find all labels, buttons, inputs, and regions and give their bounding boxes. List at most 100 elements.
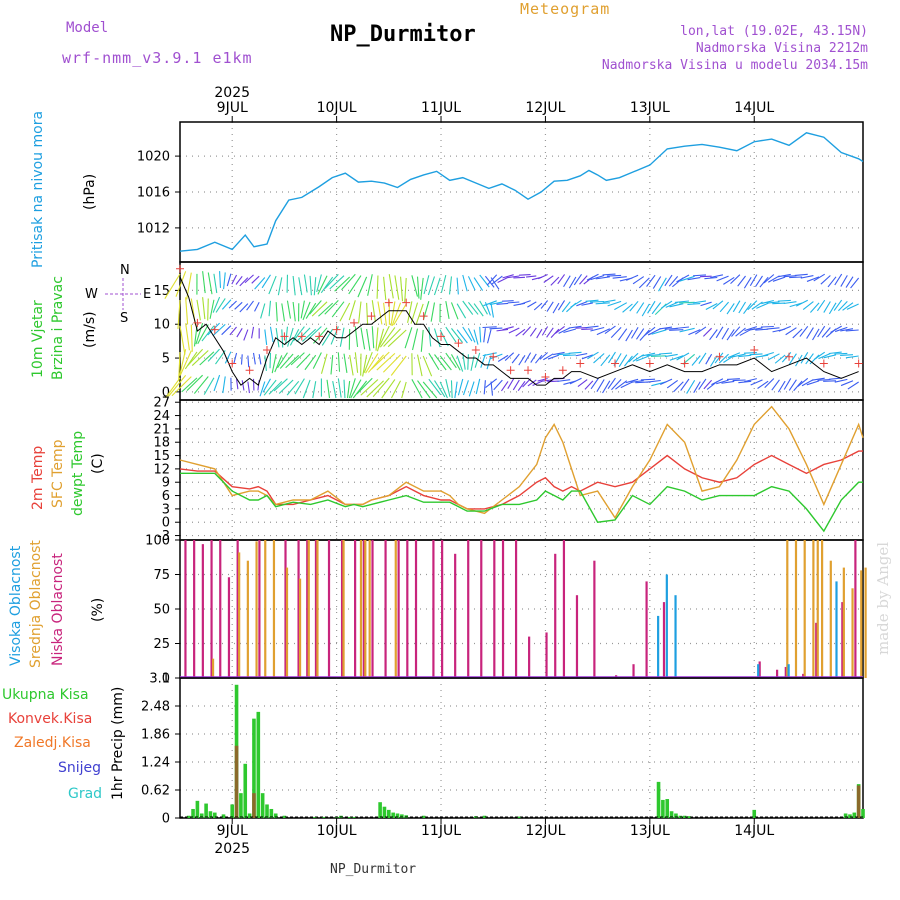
precip-total-bar bbox=[395, 813, 400, 818]
wind-barb bbox=[485, 378, 498, 388]
wind-barb bbox=[233, 352, 238, 364]
wind-barb bbox=[620, 381, 633, 389]
wind-barb bbox=[797, 377, 809, 387]
precip-total-bar bbox=[848, 814, 852, 818]
wind-barb bbox=[799, 325, 809, 337]
wind-barb bbox=[702, 327, 712, 337]
wind-barb bbox=[665, 301, 678, 308]
wind-barb bbox=[482, 352, 497, 357]
wind-barb bbox=[834, 378, 848, 383]
wind-barb bbox=[783, 378, 792, 390]
wind-barb bbox=[533, 302, 543, 311]
wind-barb bbox=[483, 300, 497, 307]
wind-gust-mark bbox=[750, 345, 759, 354]
wind-barb bbox=[491, 275, 503, 285]
wind-barb bbox=[743, 352, 757, 354]
wind-barb bbox=[659, 326, 673, 330]
cloud-bar-0 bbox=[802, 673, 805, 678]
wind-barb bbox=[846, 303, 859, 310]
cloud-bar-0 bbox=[327, 540, 331, 678]
wind-barb bbox=[630, 380, 644, 383]
wind-barb bbox=[234, 301, 243, 310]
wind-barb bbox=[750, 379, 763, 386]
wind-barb bbox=[519, 300, 531, 306]
wind-gust-mark bbox=[558, 366, 567, 375]
wind-barb bbox=[732, 300, 741, 313]
wind-barb bbox=[422, 355, 433, 377]
cloud-bar-1 bbox=[842, 567, 845, 678]
wind-barb bbox=[568, 351, 582, 354]
wind-barb bbox=[285, 326, 289, 345]
wind-barb bbox=[508, 327, 520, 334]
wind-barb bbox=[636, 302, 645, 314]
temperature-ytick-label: 18 bbox=[153, 436, 170, 451]
cloud-bar-0 bbox=[501, 540, 505, 678]
wind-barb bbox=[759, 276, 769, 288]
precip-total-bar bbox=[347, 817, 352, 818]
wind-barb bbox=[586, 273, 599, 281]
temperature-ytick-label: 21 bbox=[153, 422, 170, 437]
wind-barb bbox=[602, 273, 616, 276]
wind-barb bbox=[383, 276, 387, 301]
cloud-bar-0 bbox=[432, 540, 435, 678]
wind-barb bbox=[783, 301, 797, 305]
wind-barb bbox=[575, 327, 588, 329]
wind-speed-line bbox=[179, 276, 859, 386]
cloud-bar-1 bbox=[820, 540, 824, 678]
wind-gust-mark bbox=[819, 359, 828, 368]
wind-barb bbox=[239, 303, 249, 313]
wind-barb bbox=[801, 379, 814, 387]
wind-barb bbox=[519, 274, 531, 276]
clouds-ytick-label: 50 bbox=[153, 603, 170, 618]
wind-barb bbox=[557, 353, 571, 356]
wind-barb bbox=[845, 276, 854, 288]
wind-gust-mark bbox=[541, 373, 550, 381]
wind-barb bbox=[730, 274, 741, 284]
wind-barb bbox=[400, 276, 404, 302]
wind-barb bbox=[810, 302, 820, 313]
wind-barb bbox=[812, 328, 820, 341]
cloud-bar-1 bbox=[829, 560, 832, 678]
precip-total-bar bbox=[382, 806, 387, 818]
wind-barb bbox=[371, 351, 390, 370]
temperature-ytick-label: 24 bbox=[153, 409, 170, 424]
wind-barb bbox=[659, 352, 673, 355]
wind-barb bbox=[278, 379, 294, 394]
wind-barb bbox=[522, 378, 532, 388]
precipitation-ytick-label: 1.24 bbox=[141, 756, 170, 771]
wind-barb bbox=[676, 274, 690, 283]
pressure-ytick-label: 1012 bbox=[137, 221, 170, 236]
wind-barb bbox=[595, 302, 610, 305]
precip-total-bar bbox=[313, 817, 317, 818]
wind-barb bbox=[540, 300, 549, 309]
wind-barb bbox=[546, 301, 554, 312]
wind-barb bbox=[343, 379, 346, 399]
wind-barb bbox=[705, 353, 713, 365]
wind-barb bbox=[404, 277, 407, 303]
cloud-bar-0 bbox=[775, 669, 779, 678]
wind-barb bbox=[827, 276, 837, 288]
clouds-ytick-label: 100 bbox=[145, 534, 170, 549]
wind-barb bbox=[381, 379, 396, 399]
wind-barb bbox=[688, 329, 701, 336]
precip-total-bar bbox=[282, 815, 287, 818]
top-day-label: 14JUL bbox=[734, 100, 774, 116]
cloud-bar-0 bbox=[219, 540, 222, 678]
wind-barb bbox=[817, 378, 831, 381]
precip-conv-bar bbox=[252, 793, 256, 818]
cloud-bar-0 bbox=[297, 540, 300, 678]
wind-barb bbox=[372, 377, 390, 398]
wind-barb bbox=[610, 327, 622, 338]
wind-barb bbox=[277, 277, 283, 296]
wind-barb bbox=[687, 277, 701, 281]
precip-total-bar bbox=[230, 804, 235, 818]
wind-barb bbox=[646, 379, 661, 383]
wind-barb bbox=[303, 274, 308, 293]
precip-total-bar bbox=[656, 781, 661, 818]
wind-barb bbox=[537, 377, 548, 382]
wind-barb bbox=[660, 378, 673, 385]
cloud-bar-1 bbox=[307, 540, 310, 678]
wind-barb bbox=[766, 301, 780, 304]
wind-barb bbox=[229, 326, 237, 336]
cloud-bar-0 bbox=[371, 540, 374, 678]
